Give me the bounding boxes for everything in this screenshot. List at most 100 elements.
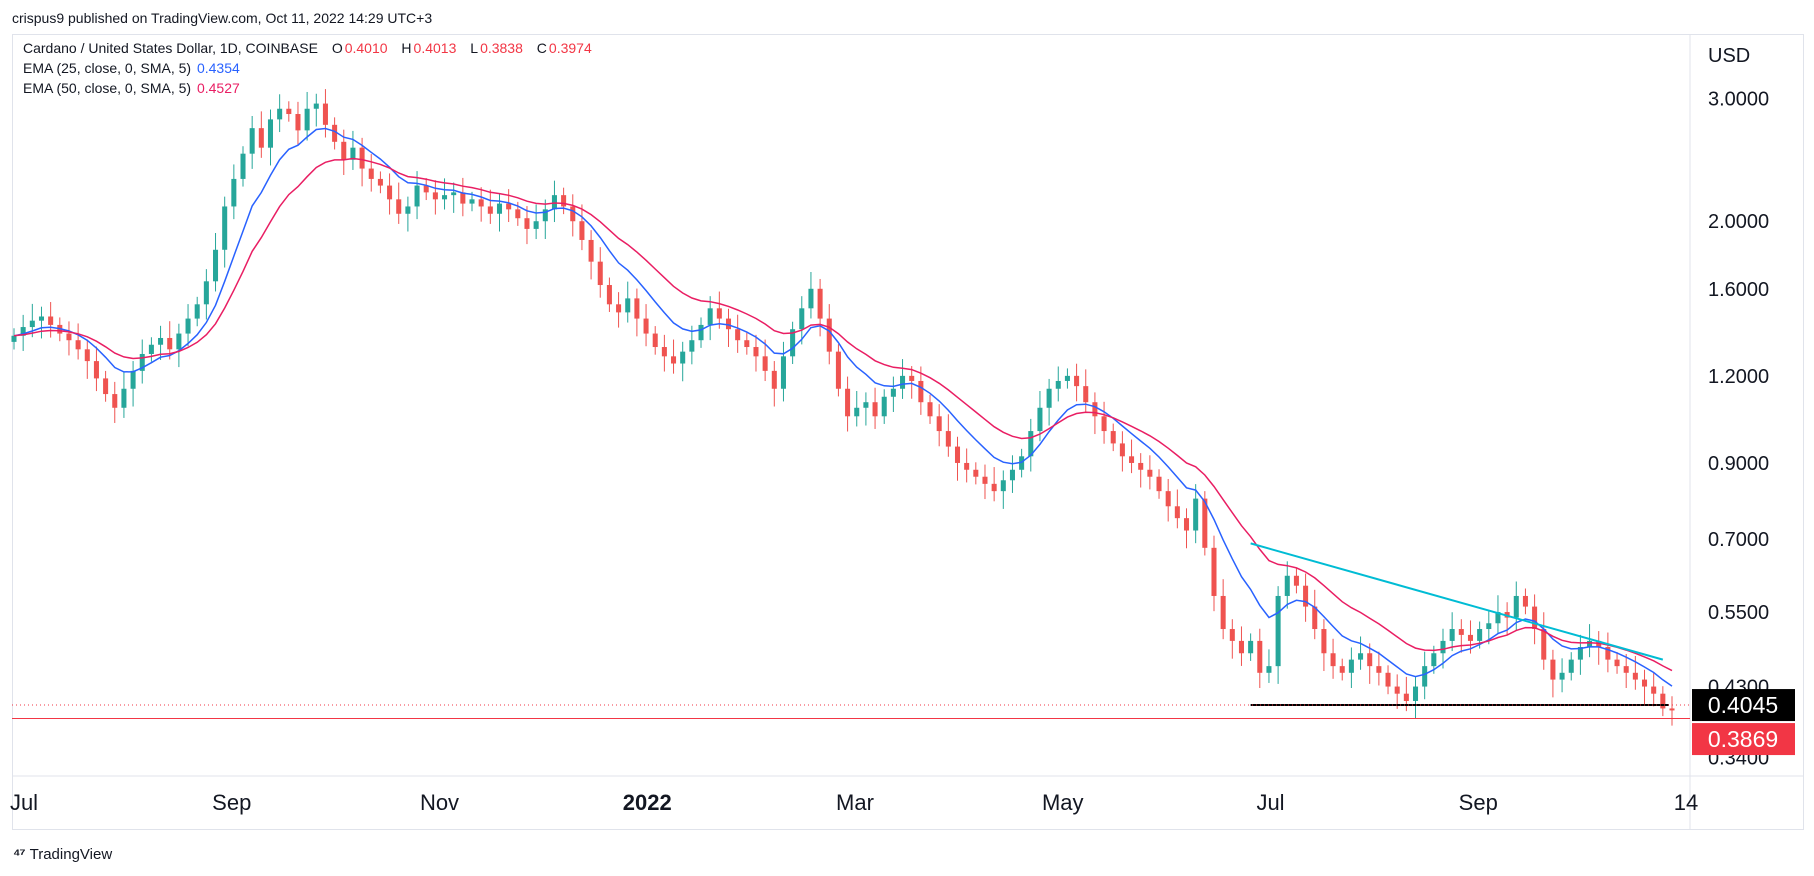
candle-body: [451, 192, 457, 196]
last-price-badge: [1692, 723, 1795, 756]
candle-body: [396, 199, 402, 214]
candle-body: [597, 261, 603, 286]
candle-body: [1513, 595, 1519, 618]
legend-close-value: 0.3974: [548, 40, 592, 56]
x-tick-label: Mar: [836, 790, 874, 815]
candle-body: [1358, 653, 1364, 660]
legend-ema50-value: 0.4527: [196, 80, 240, 96]
candle-body: [341, 141, 347, 160]
candle-body: [185, 318, 191, 334]
x-tick-label: 14: [1674, 790, 1698, 815]
candle-body: [203, 281, 209, 305]
legend-low-label: L: [470, 40, 479, 56]
candle-body: [313, 103, 319, 109]
candle-body: [854, 407, 860, 417]
candle-body: [616, 304, 622, 313]
candle-body: [1385, 672, 1391, 687]
candle-body: [332, 124, 338, 142]
candle-body: [148, 344, 154, 354]
candle-body: [66, 333, 72, 341]
candle-body: [1541, 629, 1547, 660]
x-tick-label: 2022: [623, 790, 672, 815]
legend-close-label: C: [536, 40, 547, 56]
candle-body: [524, 218, 530, 229]
y-tick-label: 0.7000: [1708, 529, 1769, 551]
tradingview-logo-icon: ⁴⁷: [13, 846, 26, 863]
legend-open-label: O: [331, 40, 343, 56]
candle-body: [762, 356, 768, 371]
candle-body: [1303, 585, 1309, 607]
candle-body: [1458, 629, 1464, 635]
legend-ema50-row: EMA (50, close, 0, SMA, 5) 0.4527: [23, 80, 240, 96]
candle-body: [1642, 679, 1648, 687]
candle-body: [1486, 623, 1492, 630]
candle-body: [1367, 653, 1373, 667]
candle-body: [506, 203, 512, 210]
y-tick-label: 2.0000: [1708, 211, 1769, 233]
candle-body: [780, 356, 786, 389]
candle-body: [1220, 595, 1226, 630]
legend-low-value: 0.3838: [480, 40, 523, 56]
candle-body: [176, 333, 182, 350]
candle-body: [652, 333, 658, 348]
candle-body: [1165, 491, 1171, 507]
candle-body: [38, 316, 44, 321]
candle-body: [1138, 462, 1144, 470]
candle-body: [1614, 659, 1620, 667]
candle-body: [753, 347, 759, 357]
candle-body: [845, 388, 851, 417]
candle-body: [1577, 647, 1583, 660]
candle-body: [1550, 659, 1556, 680]
candle-body: [588, 239, 594, 262]
candle-body: [277, 108, 283, 120]
candle-body: [817, 288, 823, 319]
candle-body: [606, 285, 612, 305]
x-tick-label: Jul: [1256, 790, 1284, 815]
candle-body: [286, 108, 292, 115]
y-tick-label: 3.0000: [1708, 88, 1769, 110]
candle-body: [1321, 629, 1327, 654]
candle-body: [240, 153, 246, 179]
candle-body: [1312, 606, 1318, 630]
candle-body: [414, 185, 420, 207]
candle-body: [1147, 469, 1153, 477]
candle-body: [11, 335, 17, 342]
candle-body: [1229, 629, 1235, 641]
candle-body: [1028, 431, 1034, 457]
candle-body: [725, 318, 732, 330]
candle-body: [1083, 386, 1089, 403]
candle-body: [1293, 575, 1299, 586]
candle-body: [1412, 686, 1419, 701]
candle-body: [533, 221, 539, 229]
candle-body: [84, 349, 90, 362]
candle-body: [1119, 443, 1125, 457]
candle-body: [167, 337, 173, 350]
candle-body: [643, 318, 649, 334]
legend-symbol-row: Cardano / United States Dollar, 1D, COIN…: [23, 40, 592, 56]
candle-body: [982, 476, 988, 484]
candle-body: [1348, 659, 1354, 673]
candle-body: [744, 340, 750, 348]
candle-body: [1660, 693, 1666, 709]
candle-body: [707, 308, 713, 325]
candle-body: [194, 304, 200, 319]
candle-body: [432, 192, 438, 200]
candle-body: [231, 178, 237, 207]
candle-body: [771, 370, 777, 389]
candle-body: [799, 308, 805, 330]
candle-body: [1284, 575, 1290, 596]
candle-body: [918, 380, 924, 403]
candle-body: [478, 199, 484, 207]
candle-body: [1193, 498, 1199, 531]
candle-body: [487, 206, 493, 214]
candle-body: [1587, 640, 1593, 648]
y-axis-unit: USD: [1708, 45, 1750, 67]
candle-body: [267, 119, 274, 148]
candle-body: [1009, 469, 1015, 481]
candle-body: [121, 388, 127, 408]
candle-body: [460, 192, 466, 204]
candle-body: [1202, 498, 1208, 548]
candle-body: [75, 340, 81, 350]
candle-body: [1156, 476, 1162, 492]
